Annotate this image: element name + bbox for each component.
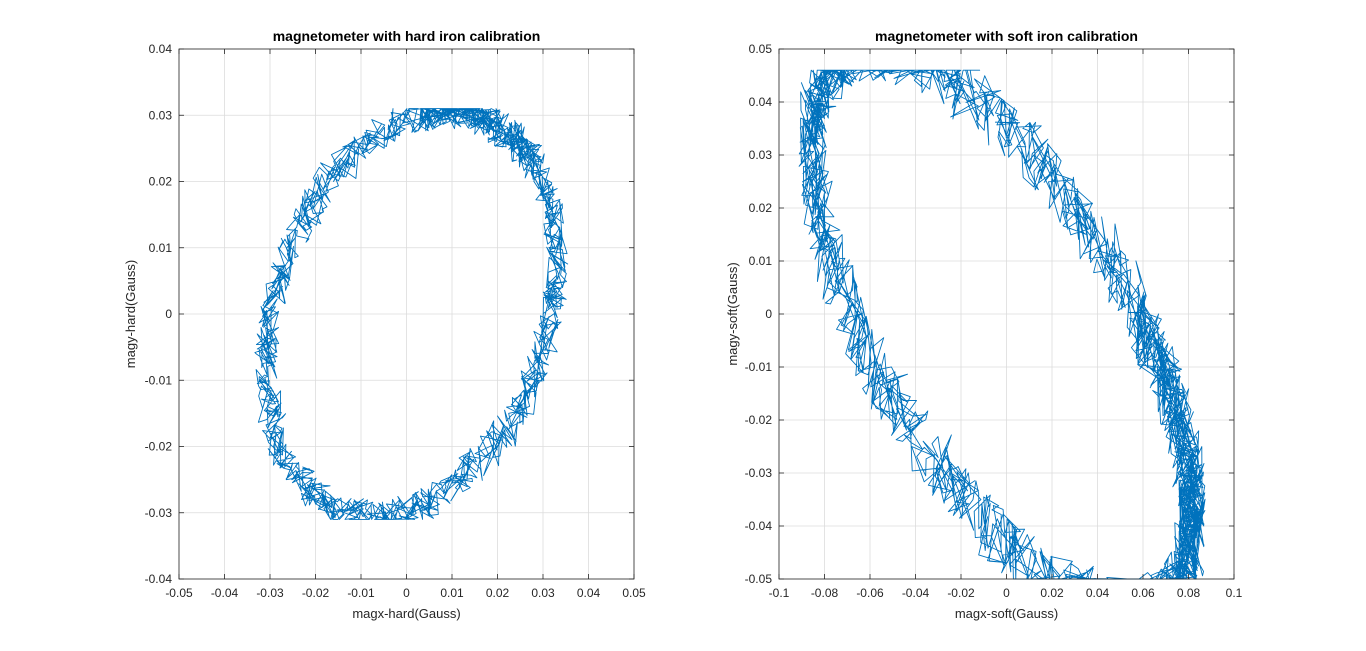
soft-xtick-label: -0.02 xyxy=(947,586,975,600)
hard-xtick-label: -0.03 xyxy=(256,586,284,600)
soft-xtick-label: 0.06 xyxy=(1131,586,1155,600)
soft-xtick-label: 0.04 xyxy=(1086,586,1110,600)
soft-ytick-label: 0 xyxy=(765,307,772,321)
hard-xtick-label: -0.02 xyxy=(302,586,330,600)
hard-series xyxy=(254,108,569,520)
hard-ytick-label: -0.01 xyxy=(145,373,173,387)
hard-xtick-label: 0.03 xyxy=(531,586,555,600)
hard-ytick-label: 0.04 xyxy=(149,42,173,56)
hard-ytick-label: -0.03 xyxy=(145,506,173,520)
hard-xtick-label: 0.05 xyxy=(622,586,646,600)
soft-series xyxy=(798,69,1206,580)
soft-xtick-label: 0.08 xyxy=(1177,586,1201,600)
soft-ytick-label: 0.01 xyxy=(749,254,773,268)
soft-ticks: -0.1 -0.08 -0.06 -0.04 -0.02 0 0.02 0.04 0.06 0.0… xyxy=(745,42,1243,600)
hard-xlabel: magx-hard(Gauss) xyxy=(352,606,460,621)
soft-ytick-label: -0.04 xyxy=(745,519,773,533)
soft-ytick-label: 0.03 xyxy=(749,148,773,162)
soft-ytick-label: -0.02 xyxy=(745,413,773,427)
hard-ytick-label: 0.01 xyxy=(149,241,173,255)
hard-iron-plot: -0.05 -0.04 -0.03 -0.02 -0.01 0 0.01 0.02 0.03 0.… xyxy=(123,28,646,621)
hard-xtick-label: 0.01 xyxy=(440,586,464,600)
soft-ytick-label: 0.02 xyxy=(749,201,773,215)
soft-xtick-label: -0.06 xyxy=(856,586,884,600)
hard-xtick-label: -0.01 xyxy=(347,586,375,600)
soft-ytick-label: -0.03 xyxy=(745,466,773,480)
soft-ytick-label: 0.05 xyxy=(749,42,773,56)
soft-xtick-label: 0 xyxy=(1003,586,1010,600)
soft-xtick-label: -0.08 xyxy=(811,586,839,600)
soft-ylabel: magy-soft(Gauss) xyxy=(725,262,740,365)
hard-ytick-label: -0.04 xyxy=(145,572,173,586)
hard-ytick-label: 0 xyxy=(165,307,172,321)
hard-ytick-label: 0.03 xyxy=(149,108,173,122)
soft-ytick-label: 0.04 xyxy=(749,95,773,109)
soft-title: magnetometer with soft iron calibration xyxy=(875,28,1138,44)
hard-xtick-label: 0.02 xyxy=(486,586,510,600)
hard-ticks: -0.05 -0.04 -0.03 -0.02 -0.01 0 0.01 0.02 0.03 0.… xyxy=(145,42,646,600)
hard-series-line xyxy=(254,108,569,520)
hard-ytick-label: -0.02 xyxy=(145,440,173,454)
soft-xlabel: magx-soft(Gauss) xyxy=(955,606,1058,621)
hard-xtick-label: 0 xyxy=(403,586,410,600)
soft-xtick-label: 0.02 xyxy=(1040,586,1064,600)
hard-ylabel: magy-hard(Gauss) xyxy=(123,260,138,368)
soft-ytick-label: -0.05 xyxy=(745,572,773,586)
hard-title: magnetometer with hard iron calibration xyxy=(273,28,541,44)
soft-series-line xyxy=(798,69,1206,580)
soft-xtick-label: -0.1 xyxy=(769,586,790,600)
soft-xtick-label: 0.1 xyxy=(1226,586,1243,600)
soft-iron-plot: -0.1 -0.08 -0.06 -0.04 -0.02 0 0.02 0.04 0.06 0.0… xyxy=(725,28,1243,621)
hard-xtick-label: -0.04 xyxy=(211,586,239,600)
hard-xtick-label: 0.04 xyxy=(577,586,601,600)
soft-xtick-label: -0.04 xyxy=(902,586,930,600)
soft-ytick-label: -0.01 xyxy=(745,360,773,374)
hard-xtick-label: -0.05 xyxy=(165,586,193,600)
hard-ytick-label: 0.02 xyxy=(149,175,173,189)
